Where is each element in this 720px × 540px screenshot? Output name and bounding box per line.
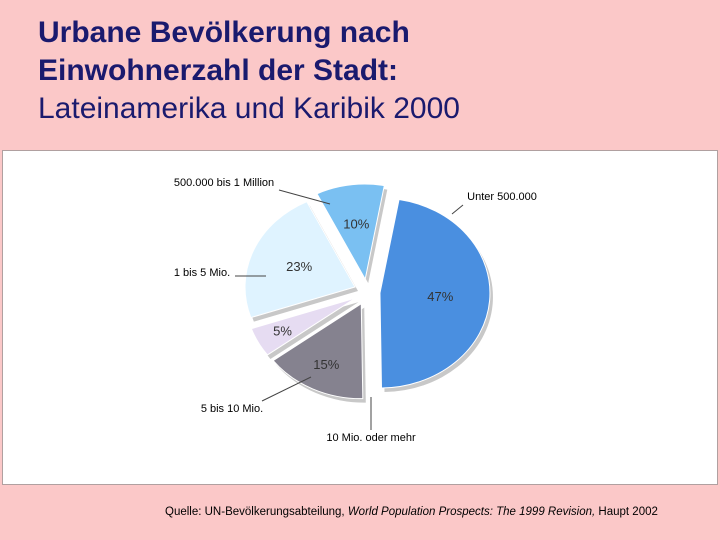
slice-category-label: 5 bis 10 Mio. [201,403,263,415]
title-line-3: Lateinamerika und Karibik 2000 [38,92,460,125]
source-title: World Population Prospects: The 1999 Rev… [347,506,596,518]
leader-line [278,189,331,205]
pie-slice [316,183,385,281]
source-note: Quelle: UN-Bevölkerungsabteilung, World … [165,506,658,518]
slice-category-label: 500.000 bis 1 Million [174,177,274,189]
slice-category-label: Unter 500.000 [467,191,537,203]
slice-value-label: 23% [286,259,312,274]
pie-slice [250,297,356,356]
title-line-2: Einwohnerzahl der Stadt: [38,54,399,87]
leader-line [451,204,464,215]
leader-line [261,376,312,402]
pie-slice [272,302,364,400]
source-suffix: Haupt 2002 [595,506,658,518]
slice-value-label: 5% [273,323,292,338]
pie-slice [379,198,491,389]
slice-value-label: 10% [343,217,369,232]
pie-slice [244,200,356,319]
slice-category-label: 10 Mio. oder mehr [326,432,416,444]
slice-category-label: 1 bis 5 Mio. [174,267,230,279]
title-line-1: Urbane Bevölkerung nach [38,16,410,49]
slice-value-label: 15% [313,357,339,372]
title-block: Urbane Bevölkerung nach Einwohnerzahl de… [38,14,460,128]
source-prefix: Quelle: UN-Bevölkerungsabteilung, [165,506,348,518]
slice-value-label: 47% [427,289,453,304]
